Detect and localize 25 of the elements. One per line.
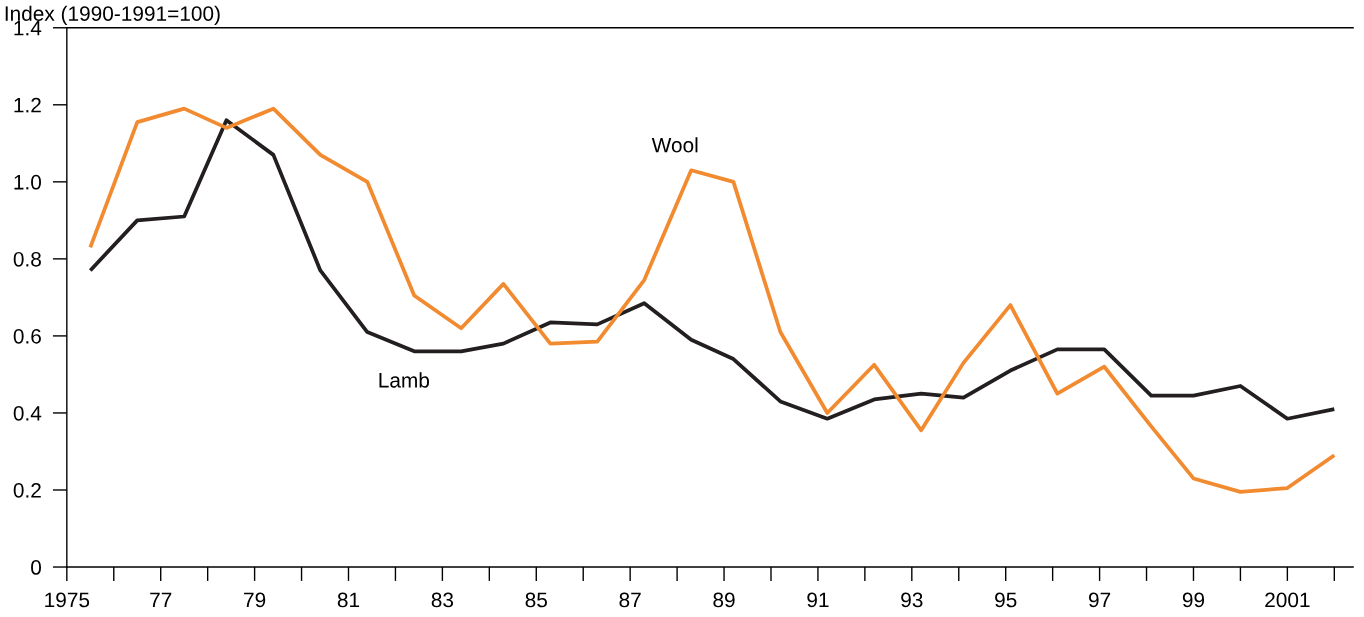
x-tick-label: 83 — [431, 592, 454, 608]
x-tick-label: 1975 — [45, 592, 90, 608]
x-tick-label: 85 — [525, 592, 547, 608]
x-tick-label: 77 — [150, 592, 172, 608]
x-tick-label: 93 — [901, 592, 923, 608]
x-tick-label: 89 — [713, 592, 735, 608]
x-tick-label: 95 — [995, 592, 1017, 608]
x-tick-label: 81 — [337, 592, 360, 608]
x-tick-label: 79 — [244, 592, 266, 608]
x-tick-label: 99 — [1182, 592, 1205, 608]
y-tick-label: 0.8 — [13, 251, 41, 267]
line-series — [88, 118, 1337, 421]
annotation: Wool — [651, 137, 698, 153]
y-tick-label: 0.2 — [13, 482, 41, 498]
y-tick-label: 0 — [31, 560, 42, 575]
x-tick-label: 91 — [807, 592, 829, 608]
y-tick-label: 1.0 — [14, 174, 42, 190]
x-tick-label: 97 — [1088, 592, 1111, 608]
annotation: Lamb — [379, 372, 430, 388]
y-tick-label: 0.6 — [13, 328, 41, 344]
x-tick-label: 2001 — [1265, 592, 1310, 608]
y-tick-label: 1.2 — [14, 97, 41, 113]
x-tick-label: 87 — [619, 592, 641, 608]
line-series — [88, 106, 1337, 494]
y-tick-label: 0.4 — [13, 405, 42, 421]
